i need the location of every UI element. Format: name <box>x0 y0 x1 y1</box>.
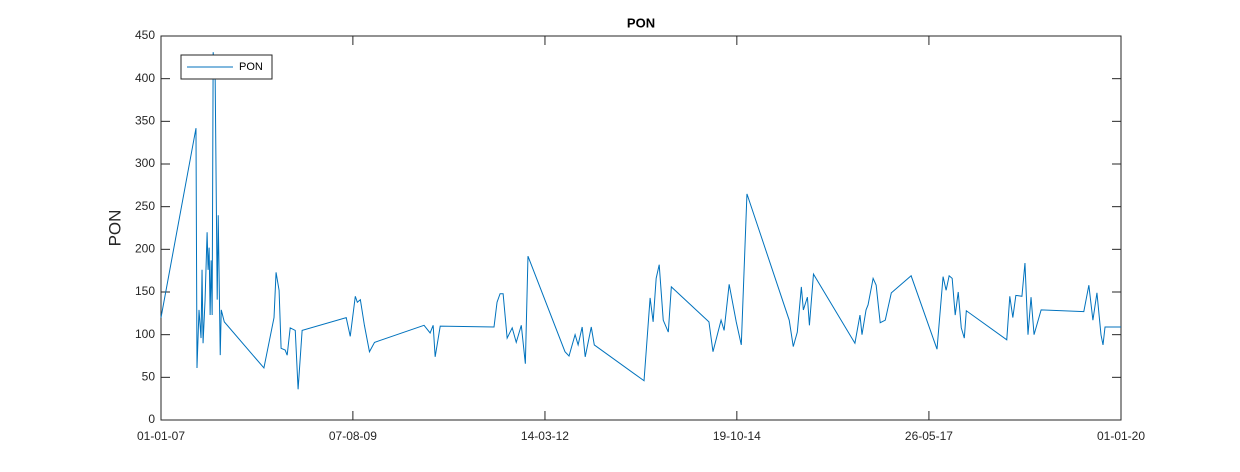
y-tick-label: 50 <box>142 370 156 384</box>
chart-title: PON <box>627 15 655 30</box>
y-axis-label: PON <box>105 210 124 247</box>
y-tick-label: 250 <box>135 199 155 213</box>
legend-label: PON <box>239 61 263 73</box>
y-tick-label: 0 <box>148 412 155 426</box>
y-tick-label: 400 <box>135 71 155 85</box>
x-tick-label: 14-03-12 <box>521 429 569 443</box>
y-tick-label: 300 <box>135 156 155 170</box>
x-tick-label: 19-10-14 <box>713 429 761 443</box>
data-line <box>160 52 1121 390</box>
y-tick-label: 350 <box>135 114 155 128</box>
y-tick-label: 200 <box>135 242 155 256</box>
y-tick-label: 150 <box>135 284 155 298</box>
x-tick-label: 07-08-09 <box>329 429 377 443</box>
y-tick-label: 450 <box>135 28 155 42</box>
x-tick-label: 01-01-20 <box>1097 429 1145 443</box>
plot-area <box>160 35 1122 421</box>
x-tick-label: 01-01-07 <box>137 429 185 443</box>
x-tick-label: 26-05-17 <box>905 429 953 443</box>
y-tick-label: 100 <box>135 327 155 341</box>
